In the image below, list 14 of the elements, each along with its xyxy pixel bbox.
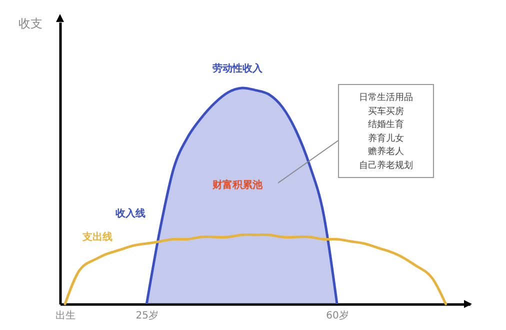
x-tick-label: 25岁 bbox=[136, 310, 158, 322]
annotation: 日常生活用品 bbox=[358, 92, 414, 105]
y-axis-title: 收支 bbox=[18, 16, 42, 30]
annotation: 赡养老人 bbox=[367, 146, 405, 159]
annotation: 财富积累池 bbox=[212, 179, 264, 192]
annotation: 结婚生育 bbox=[367, 119, 405, 132]
series-label: 支出线 bbox=[82, 231, 113, 244]
annotation: 养育儿女 bbox=[367, 132, 405, 146]
annotation: 自己养老规划 bbox=[358, 160, 414, 172]
x-tick-label: 60岁 bbox=[326, 310, 349, 322]
series-label: 收入线 bbox=[115, 207, 146, 220]
x-tick-label: 出生 bbox=[56, 310, 76, 322]
text: 劳动性收入 bbox=[212, 62, 264, 75]
annotation: 买车买房 bbox=[367, 106, 405, 118]
